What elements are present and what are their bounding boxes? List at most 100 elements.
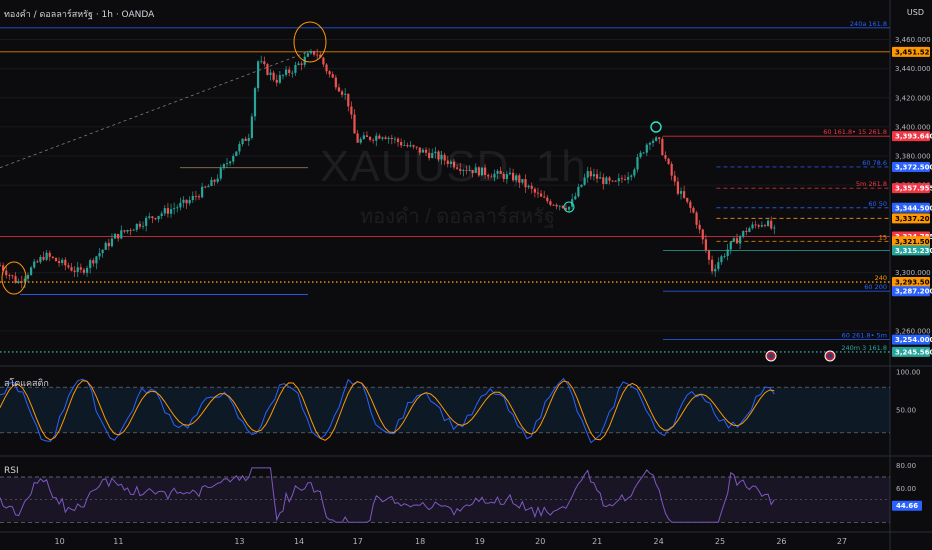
candle-body — [630, 175, 633, 177]
time-tick-label: 27 — [837, 537, 847, 546]
candle-body — [309, 51, 313, 54]
candle-body — [263, 61, 266, 65]
candle-body — [365, 135, 369, 137]
candle-body — [197, 196, 201, 198]
candle-body — [372, 139, 375, 141]
price-tag-label: 3,293.500 — [895, 279, 932, 287]
candle-body — [297, 63, 300, 65]
candle-body — [527, 185, 530, 188]
rsi-value-tag — [892, 500, 922, 511]
candle-body — [70, 267, 73, 271]
candle-body — [0, 265, 2, 267]
time-axis[interactable]: 10 11 13 14 17 18 19 20 21 24 25 26 27 — [55, 537, 847, 546]
candle-body — [471, 170, 474, 174]
candle-body — [138, 223, 142, 227]
candle-body — [437, 151, 440, 160]
candle-body — [247, 137, 250, 141]
candle-body — [449, 161, 452, 165]
candle-body — [655, 137, 658, 141]
highlight-circle — [563, 201, 575, 213]
candle-body — [477, 167, 480, 176]
candle-body — [763, 225, 767, 226]
candle-body — [26, 274, 30, 279]
event-flag-icon — [768, 353, 774, 359]
price-tag — [892, 334, 930, 345]
candle-body — [390, 137, 393, 140]
candle-body — [117, 233, 120, 239]
candle-body — [496, 170, 499, 174]
candle-body — [179, 202, 182, 208]
price-tag — [892, 46, 930, 57]
candle-body — [536, 192, 540, 194]
candle-body — [166, 208, 170, 214]
price-tick-label: 3,260.000 — [895, 327, 931, 335]
currency-label[interactable]: USD — [906, 8, 924, 17]
candle-body — [396, 138, 400, 143]
candle-body — [661, 139, 664, 156]
candle-body — [207, 186, 210, 188]
time-tick-label: 19 — [475, 537, 485, 546]
candle-body — [229, 161, 232, 164]
candle-body — [636, 157, 639, 170]
price-tag-label: 3,245.560 — [895, 348, 932, 356]
candle-body — [428, 152, 431, 158]
candle-body — [480, 167, 484, 176]
candle-body — [465, 170, 468, 171]
level-label: 5m 261.8 — [856, 180, 887, 188]
candle-body — [773, 227, 776, 229]
candle-body — [257, 61, 260, 89]
candle-body — [135, 223, 138, 230]
candle-body — [204, 186, 207, 188]
stochastic-pane — [0, 377, 890, 444]
price-tick-label: 3,380.000 — [895, 153, 931, 161]
candle-body — [101, 249, 104, 254]
highlight-circle — [1, 261, 27, 295]
candle-body — [284, 69, 288, 75]
candle-body — [651, 140, 655, 143]
candle-body — [543, 196, 546, 198]
candle-body — [415, 146, 418, 148]
candle-body — [533, 188, 536, 193]
candle-body — [219, 168, 222, 179]
price-tag-label: 3,321.500 — [895, 238, 932, 246]
candle-body — [515, 175, 518, 181]
price-tag — [892, 202, 930, 213]
chart-annotations — [1, 21, 836, 362]
candle-body — [85, 267, 89, 273]
candle-body — [546, 197, 549, 202]
candle-body — [278, 75, 281, 83]
rsi-value-label: 44.66 — [896, 502, 918, 510]
candle-body — [701, 229, 704, 240]
candle-body — [275, 79, 278, 83]
highlight-circle — [293, 21, 327, 63]
price-tick-label: 3,440.000 — [895, 65, 931, 73]
candle-body — [253, 88, 257, 117]
symbol-legend[interactable]: ทองคำ / ดอลลาร์สหรัฐ · 1h · OANDA — [4, 10, 155, 20]
candle-body — [561, 205, 564, 209]
candle-body — [754, 224, 757, 226]
candle-body — [738, 236, 742, 244]
candle-body — [213, 179, 216, 182]
price-tick-label: 3,300.000 — [895, 269, 931, 277]
candle-body — [729, 241, 732, 250]
level-label: 15 — [879, 233, 887, 241]
candle-body — [120, 230, 123, 239]
price-tag-label: 3,315.230 — [895, 247, 932, 255]
candle-body — [583, 177, 586, 185]
candle-body — [23, 278, 26, 283]
candle-body — [2, 265, 5, 271]
candle-body — [658, 137, 661, 140]
candle-body — [670, 163, 673, 176]
candle-body — [539, 193, 543, 197]
candle-body — [695, 212, 698, 225]
candle-body — [418, 147, 421, 153]
price-axis[interactable]: 3,460.000 3,440.000 3,420.000 3,400.000 3,38… — [892, 36, 932, 511]
candle-body — [412, 145, 415, 147]
candle-body — [238, 144, 241, 152]
candle-body — [648, 142, 652, 145]
candle-body — [288, 69, 291, 74]
candle-body — [194, 195, 198, 197]
candle-body — [711, 259, 714, 272]
price-tag-label: 3,344.500 — [895, 204, 932, 212]
